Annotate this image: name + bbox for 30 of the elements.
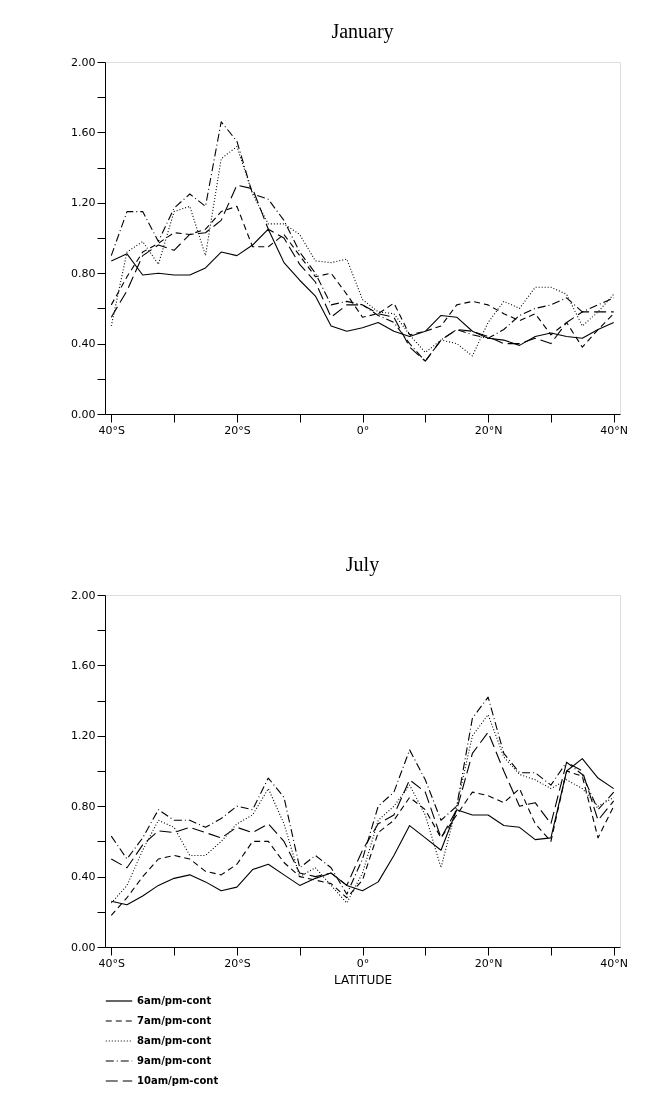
y-tick-label: 0.80 (71, 266, 96, 280)
y-tick-label: 1.60 (71, 125, 96, 139)
x-tick-label: 20°S (224, 423, 251, 437)
chart-title: July (345, 553, 380, 576)
y-tick-label: 2.00 (71, 55, 96, 69)
y-tick-label: 0.00 (71, 407, 96, 421)
y-tick-label: 2.00 (71, 588, 96, 602)
legend-label: 8am/pm-cont (137, 1035, 212, 1046)
x-tick-label: 0° (356, 423, 370, 437)
y-tick-label: 1.20 (71, 729, 96, 743)
y-tick-label: 1.60 (71, 658, 96, 672)
x-tick-label: 40°S (98, 423, 126, 437)
x-tick-label: 20°N (474, 423, 503, 437)
y-tick-label: 0.40 (71, 337, 96, 351)
x-tick-label: 40°N (600, 423, 629, 437)
x-axis-title: LATITUDE (333, 972, 393, 987)
chart-title: January (331, 20, 394, 43)
x-tick-label: 20°N (474, 956, 503, 970)
x-tick-label: 20°S (224, 956, 251, 970)
x-tick-label: 0° (356, 956, 370, 970)
y-tick-label: 0.80 (71, 799, 96, 813)
x-tick-label: 40°N (600, 956, 629, 970)
legend-label: 9am/pm-cont (137, 1055, 212, 1066)
x-tick-label: 40°S (98, 956, 126, 970)
legend-label: 10am/pm-cont (137, 1075, 219, 1086)
y-tick-label: 0.00 (71, 940, 96, 954)
legend-label: 7am/pm-cont (137, 1015, 212, 1026)
y-tick-label: 0.40 (71, 870, 96, 884)
y-tick-label: 1.20 (71, 196, 96, 210)
legend-label: 6am/pm-cont (137, 995, 212, 1006)
